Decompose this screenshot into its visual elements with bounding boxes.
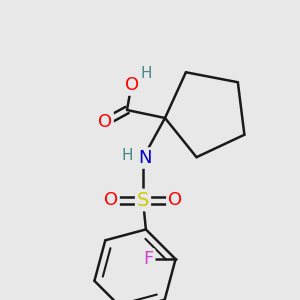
Text: N: N — [138, 149, 152, 167]
Text: O: O — [168, 191, 182, 209]
Text: H: H — [140, 65, 152, 80]
Text: O: O — [125, 76, 139, 94]
Text: H: H — [121, 148, 133, 163]
Text: O: O — [98, 113, 112, 131]
Text: F: F — [143, 250, 154, 268]
Text: S: S — [137, 190, 149, 209]
Text: O: O — [104, 191, 118, 209]
